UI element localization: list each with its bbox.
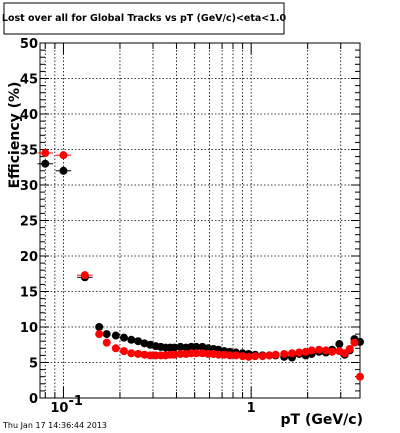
data-point-red	[192, 349, 201, 358]
data-point-red	[307, 346, 316, 355]
x-axis: 10 -1 1	[44, 43, 342, 416]
data-point-red	[350, 338, 359, 347]
data-point-red	[95, 330, 104, 339]
data-point-red	[80, 271, 89, 280]
data-point-red	[59, 151, 68, 160]
y-tick-label: 25	[20, 215, 38, 230]
y-tick-label: 0	[29, 392, 38, 407]
data-point-red	[280, 349, 289, 358]
x-tick-label-exponent: -1	[68, 394, 82, 409]
data-point-black	[59, 166, 68, 175]
data-point-red	[214, 350, 223, 359]
data-point-red	[301, 347, 310, 356]
timestamp: Thu Jan 17 14:36:44 2013	[2, 421, 107, 430]
data-point-red	[170, 350, 179, 359]
data-point-red	[321, 346, 330, 355]
x-tick-label: 1	[247, 401, 256, 416]
data-point-black	[127, 335, 136, 344]
data-point-red	[244, 352, 253, 361]
data-point-red	[119, 347, 128, 356]
x-axis-title: pT (GeV/c)	[281, 412, 363, 428]
data-point-black	[335, 340, 344, 349]
data-series	[37, 149, 364, 381]
data-point-red	[134, 349, 143, 358]
data-point-red	[41, 149, 50, 158]
data-point-red	[258, 352, 267, 361]
y-axis: 0 5 10 15 20 25 30 35 40 45 50	[20, 37, 360, 407]
chart-title: Lost over all for Global Tracks vs pT (G…	[2, 13, 287, 24]
y-tick-label: 45	[20, 73, 38, 88]
data-point-black	[134, 337, 143, 346]
data-point-red	[265, 351, 274, 360]
data-point-red	[225, 351, 234, 360]
y-tick-label: 5	[29, 357, 38, 372]
data-point-red	[345, 345, 354, 354]
x-tick-label: 10	[50, 401, 68, 416]
data-point-red	[271, 350, 280, 359]
y-tick-label: 30	[20, 179, 38, 194]
data-point-red	[102, 338, 111, 347]
y-tick-label: 40	[20, 108, 38, 123]
data-point-red	[251, 352, 260, 361]
y-tick-label: 35	[20, 144, 38, 159]
y-tick-label: 15	[20, 286, 38, 301]
data-point-black	[41, 159, 50, 168]
data-point-red	[127, 349, 136, 358]
data-point-black	[119, 333, 128, 342]
data-point-red	[287, 349, 296, 358]
data-point-red	[111, 344, 120, 353]
data-point-red	[295, 348, 304, 357]
data-point-black	[95, 323, 104, 331]
data-point-black	[111, 331, 120, 340]
grid-lines	[40, 43, 360, 398]
data-point-red	[176, 349, 185, 358]
data-point-red	[231, 351, 240, 360]
data-point-black	[170, 343, 179, 352]
data-point-black	[192, 342, 201, 351]
y-axis-title: Efficiency (%)	[7, 82, 23, 189]
data-point-red	[356, 372, 364, 381]
data-point-red	[140, 350, 149, 359]
y-tick-label: 20	[20, 250, 38, 265]
title-box: Lost over all for Global Tracks vs pT (G…	[2, 2, 287, 35]
data-point-red	[238, 352, 247, 361]
y-tick-label: 50	[20, 37, 38, 52]
y-tick-label: 10	[20, 321, 38, 336]
data-point-black	[102, 330, 111, 339]
data-point-red	[328, 347, 337, 356]
data-point-red	[315, 345, 324, 354]
